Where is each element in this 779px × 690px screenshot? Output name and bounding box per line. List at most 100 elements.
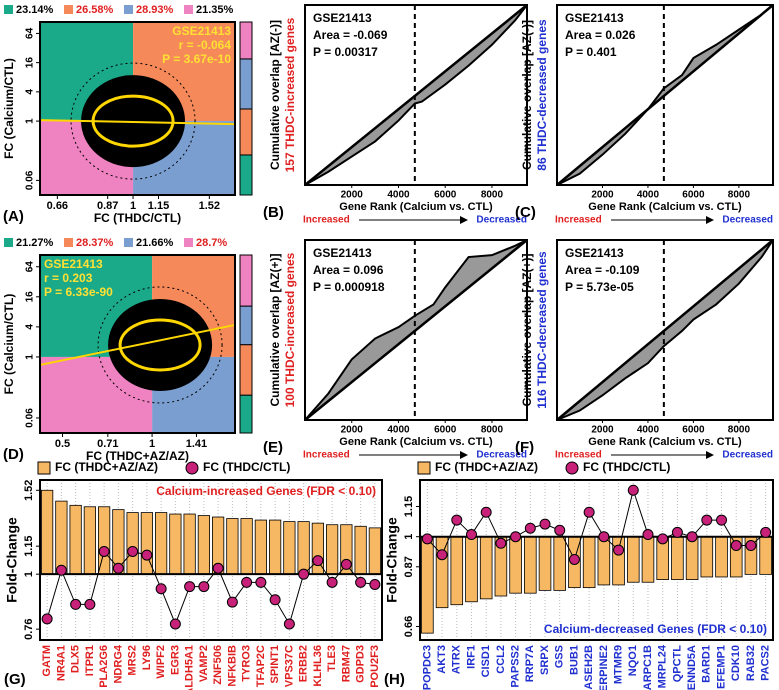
direction-increased: Increased [555,450,602,461]
legend-swatch [185,461,199,475]
fc-point [465,529,477,541]
cumulative-curve [304,239,528,421]
cumulative-curve [556,239,774,421]
fc-point [598,531,610,543]
category-label: IRF1 [465,645,477,669]
x-tick-label: 6000 [682,190,705,201]
y-tick-label: 1.15 [23,535,35,556]
fc-point [70,598,82,610]
x-tick-label: 8000 [728,190,751,201]
bar [435,536,449,609]
bar [254,519,267,575]
panel-label: (H) [384,671,405,688]
direction-increased: Increased [555,215,602,226]
x-tick-label: 2000 [341,190,364,201]
annotation: P = 6.33e-90 [44,285,113,299]
legend-label: 28.7% [196,237,227,249]
category-label: RBM47 [340,645,352,682]
fc-point [355,576,367,588]
direction-decreased: Decreased [722,450,773,461]
y-tick-label: 16 [25,57,36,69]
category-label: POU2F3 [369,645,381,688]
x-axis-label: Gene Rank (Calcium vs. CTL) [339,201,493,213]
category-label: DLX5 [70,645,82,673]
share-bar [239,21,253,60]
fc-point [84,598,96,610]
category-label: ARPC1B [642,645,654,690]
x-tick-label: 0.5 [55,438,70,450]
plot-frame [39,254,236,434]
fc-point [760,526,772,538]
bar [69,504,82,575]
legend-swatch [124,5,133,14]
bar [155,512,168,575]
category-label: MRPL24 [657,644,669,688]
x-tick-label: 6000 [682,425,705,436]
x-tick-label: 2000 [341,425,364,436]
fc-point [269,594,281,606]
panel-label: (A) [3,208,24,225]
point-cloud-outer [97,286,223,404]
category-label: NFKBIB [226,645,238,687]
fc-point [495,537,507,549]
y-tick-label: 1.15 [403,496,415,517]
fc-point [716,514,728,526]
annotation: P = 0.000918 [313,280,385,294]
fc-point [686,531,698,543]
y-axis-label: Cumulative overlap [AZ(+)] [520,253,534,406]
y-tick-label: 1 [25,118,36,124]
annotation: P = 0.401 [565,45,617,59]
bar [197,515,210,575]
fc-point [701,514,713,526]
share-bar [239,305,253,346]
share-bar [239,58,253,110]
share-bar [239,344,253,396]
y-axis-label: FC (Calcium/CTL) [2,294,16,395]
bar [450,536,464,606]
bar [715,536,728,578]
fc-point [657,533,669,545]
fc-point [255,576,267,588]
legend-label: 28.93% [136,4,174,16]
y-axis-label: Cumulative overlap [AZ(+)] [268,253,282,406]
annotation: Area = -0.109 [565,263,640,277]
density-ellipse [91,94,175,148]
plot-frame [556,4,774,186]
legend-swatch [124,238,133,247]
category-label: POPDC3 [421,645,433,690]
x-tick-label: 1.41 [186,438,207,450]
fc-point [554,524,566,536]
fc-point [127,545,139,557]
legend-label: 26.58% [76,4,114,16]
fc-point [451,514,463,526]
panel-label: (E) [263,439,283,456]
bar [700,536,714,578]
fc-point [568,553,580,565]
y-axis-label: Fold-Change [384,517,400,603]
category-label: VPS37C [283,645,295,687]
legend-label: 23.14% [16,4,54,16]
category-label: CISD1 [480,645,492,677]
annotation: r = 0.203 [44,271,93,285]
category-label: PAPSS2 [510,645,522,688]
fc-point [169,618,181,630]
bar [641,536,655,583]
diagonal [304,239,528,421]
annotation: GSE21413 [313,11,372,25]
fc-point [241,576,253,588]
y-tick-label: 0.66 [403,616,415,637]
category-label: PACS2 [760,645,772,681]
direction-decreased: Decreased [722,215,773,226]
bar [226,518,239,575]
fc-point [421,533,433,545]
category-label: ZNF506 [212,645,224,685]
legend-label: FC (THDC+AZ/AZ) [55,460,158,474]
annotation: P = 5.73e-05 [565,280,634,294]
density-ellipse [118,318,202,372]
x-tick-label: 4000 [637,190,660,201]
x-tick-label: 8000 [481,190,504,201]
y-tick-label: 4 [25,89,36,95]
category-label: AKT3 [436,645,448,674]
y-axis-label: Fold-Change [4,517,20,603]
category-label: RRP7A [524,645,536,682]
